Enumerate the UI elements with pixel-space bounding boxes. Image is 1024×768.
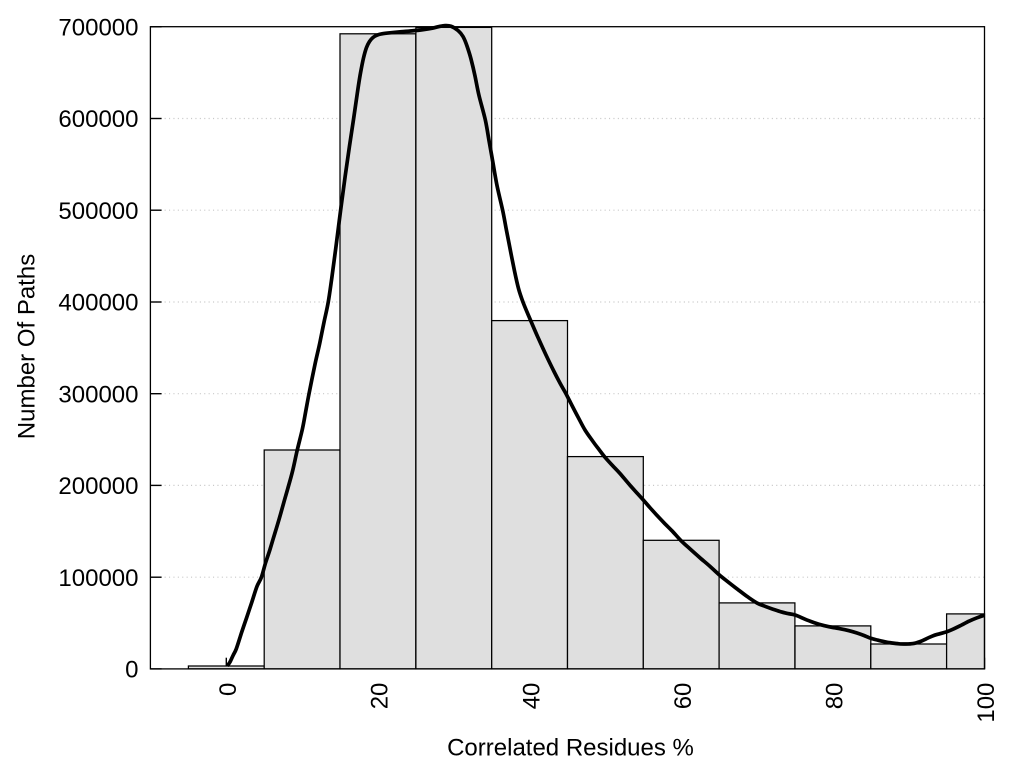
svg-text:Number Of Paths: Number Of Paths xyxy=(14,254,41,439)
svg-text:80: 80 xyxy=(822,683,849,710)
svg-text:0: 0 xyxy=(215,683,242,696)
svg-text:700000: 700000 xyxy=(58,14,138,41)
svg-text:0: 0 xyxy=(125,657,138,684)
svg-text:500000: 500000 xyxy=(58,198,138,225)
svg-text:100: 100 xyxy=(973,683,1000,723)
svg-text:200000: 200000 xyxy=(58,473,138,500)
svg-text:100000: 100000 xyxy=(58,565,138,592)
svg-text:400000: 400000 xyxy=(58,290,138,317)
svg-text:20: 20 xyxy=(367,683,394,710)
svg-text:600000: 600000 xyxy=(58,106,138,133)
svg-text:40: 40 xyxy=(518,683,545,710)
svg-text:60: 60 xyxy=(670,683,697,710)
svg-text:Correlated Residues %: Correlated Residues % xyxy=(447,735,694,762)
svg-text:300000: 300000 xyxy=(58,381,138,408)
